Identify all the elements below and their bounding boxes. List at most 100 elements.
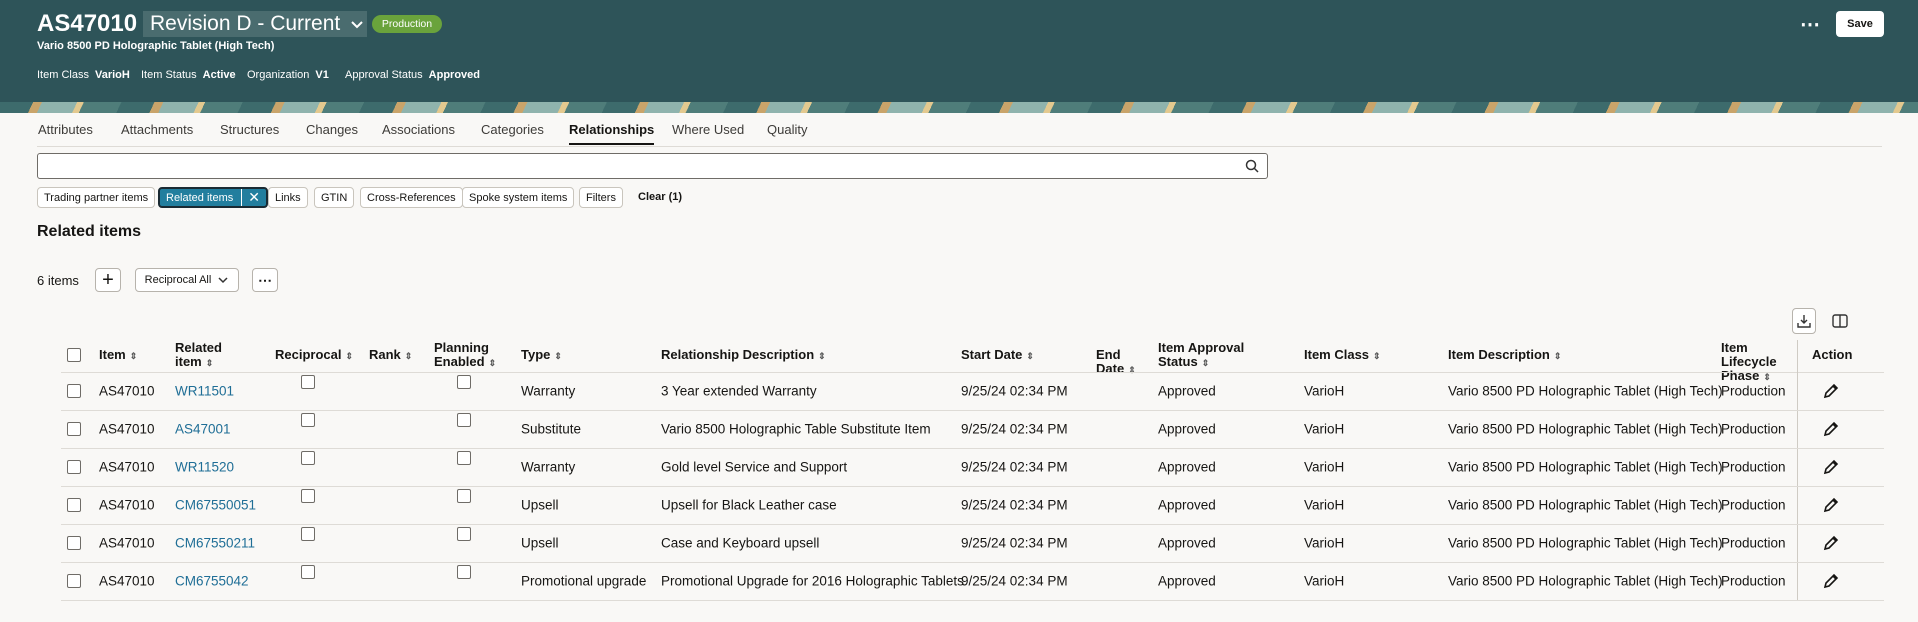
row-select[interactable] [67, 498, 81, 512]
column-header: Action [1812, 348, 1872, 362]
tab[interactable]: Associations [382, 122, 455, 137]
tab[interactable]: Quality [767, 122, 808, 137]
reciprocal-text: Reciprocal All [144, 274, 212, 286]
tab[interactable]: Changes [306, 122, 359, 137]
more-button[interactable]: ⋯ [252, 268, 278, 292]
column-header[interactable]: Rank ⇕ [369, 348, 419, 363]
filter-chip[interactable]: Filters [579, 187, 623, 208]
filter-chip[interactable]: Links [268, 187, 308, 208]
tab[interactable]: Categories [481, 122, 544, 137]
column-header[interactable]: Item Lifecycle Phase ⇕ [1721, 341, 1801, 384]
edit-action[interactable] [1822, 382, 1840, 405]
row-select[interactable] [67, 574, 81, 588]
row-checkbox[interactable] [457, 527, 471, 541]
row-rule [61, 600, 1884, 601]
edit-action[interactable] [1822, 534, 1840, 557]
related-item-link[interactable]: CM67550211 [175, 535, 256, 551]
save-button[interactable]: Save [1836, 11, 1884, 37]
column-header[interactable]: Item Description ⇕ [1448, 348, 1708, 363]
table-cell: 9/25/24 02:34 PM [961, 421, 1068, 437]
edit-action[interactable] [1822, 420, 1840, 443]
row-checkbox[interactable] [457, 375, 471, 389]
related-item-link[interactable]: WR11520 [175, 459, 235, 475]
column-header[interactable]: Type ⇕ [521, 348, 621, 363]
table-cell: Promotional upgrade [521, 573, 647, 589]
column-header[interactable]: Reciprocal ⇕ [275, 348, 355, 363]
column-header[interactable]: Planning Enabled ⇕ [434, 341, 496, 370]
chip-label: Filters [586, 191, 616, 204]
attribute-value: V1 [315, 69, 329, 81]
table-cell: Upsell [521, 497, 559, 513]
row-checkbox[interactable] [301, 565, 315, 579]
row-select[interactable] [67, 422, 81, 436]
table-cell: VarioH [1304, 459, 1345, 475]
row-checkbox[interactable] [301, 489, 315, 503]
attribute-label: Approval Status [345, 69, 423, 81]
edit-action[interactable] [1822, 458, 1840, 481]
filter-chip[interactable]: Trading partner items [37, 187, 156, 208]
revision-select[interactable]: Revision D - Current [143, 11, 367, 37]
filter-chip[interactable]: Cross-References [360, 187, 463, 208]
select-all[interactable] [67, 348, 81, 362]
tab[interactable]: Relationships [569, 122, 655, 145]
add-button[interactable]: + [95, 268, 121, 292]
table-cell: Upsell [521, 535, 559, 551]
chip-label: Related items [166, 191, 234, 204]
table-cell: Approved [1158, 573, 1216, 589]
edit-action[interactable] [1822, 496, 1840, 519]
sort-icon: ⇕ [205, 358, 214, 368]
clear-filters[interactable]: Clear (1) [638, 191, 683, 203]
tab[interactable]: Where Used [672, 122, 745, 137]
column-header[interactable]: Start Date ⇕ [961, 348, 1081, 363]
related-item-link[interactable]: AS47001 [175, 421, 231, 437]
search-icon [1245, 159, 1259, 173]
column-header[interactable]: Related item ⇕ [175, 341, 235, 370]
table-cell: 9/25/24 02:34 PM [961, 459, 1068, 475]
row-select[interactable] [67, 460, 81, 474]
column-header[interactable]: Item Class ⇕ [1304, 348, 1404, 363]
filter-chip[interactable]: GTIN [314, 187, 355, 208]
tab[interactable]: Structures [220, 122, 280, 137]
column-title: Item [99, 347, 126, 362]
filter-chip[interactable]: Spoke system items [462, 187, 575, 208]
columns-button[interactable] [1828, 308, 1852, 334]
reciprocal-select[interactable]: Reciprocal All [135, 268, 239, 292]
row-checkbox[interactable] [301, 527, 315, 541]
table-cell: Warranty [521, 459, 576, 475]
row-select[interactable] [67, 536, 81, 550]
related-item-link[interactable]: CM67550051 [175, 497, 257, 513]
tab[interactable]: Attributes [38, 122, 93, 137]
row-checkbox[interactable] [457, 451, 471, 465]
pencil-icon [1823, 383, 1839, 399]
related-item-link[interactable]: CM6755042 [175, 573, 249, 589]
chip-remove[interactable]: ✕ [241, 189, 260, 206]
sort-icon: ⇕ [404, 351, 413, 361]
filter-chip[interactable]: Related items ✕ [158, 187, 268, 208]
tab[interactable]: Attachments [121, 122, 194, 137]
item-count: 6 items [37, 273, 79, 288]
table-cell: AS47010 [99, 573, 155, 589]
column-header[interactable]: Item ⇕ [99, 348, 159, 363]
row-checkbox[interactable] [457, 565, 471, 579]
row-checkbox[interactable] [457, 489, 471, 503]
column-header[interactable]: Item Approval Status ⇕ [1158, 341, 1268, 370]
row-checkbox[interactable] [301, 451, 315, 465]
row-checkbox[interactable] [301, 375, 315, 389]
export-button[interactable] [1792, 308, 1816, 334]
related-item-link[interactable]: WR11501 [175, 383, 235, 399]
search-box[interactable] [37, 153, 1268, 179]
table-cell: VarioH [1304, 497, 1345, 513]
table-cell: AS47010 [99, 383, 155, 399]
row-checkbox[interactable] [301, 413, 315, 427]
table-cell: Gold level Service and Support [661, 459, 848, 475]
row-checkbox[interactable] [457, 413, 471, 427]
sort-icon: ⇕ [345, 351, 354, 361]
row-select[interactable] [67, 384, 81, 398]
chip-label: Spoke system items [469, 191, 568, 204]
edit-action[interactable] [1822, 572, 1840, 595]
more-actions[interactable]: ⋯ [1800, 14, 1820, 36]
table-cell: Substitute [521, 421, 582, 437]
column-header[interactable]: Relationship Description ⇕ [661, 348, 921, 363]
table-cell: Vario 8500 PD Holographic Tablet (High T… [1448, 421, 1723, 437]
